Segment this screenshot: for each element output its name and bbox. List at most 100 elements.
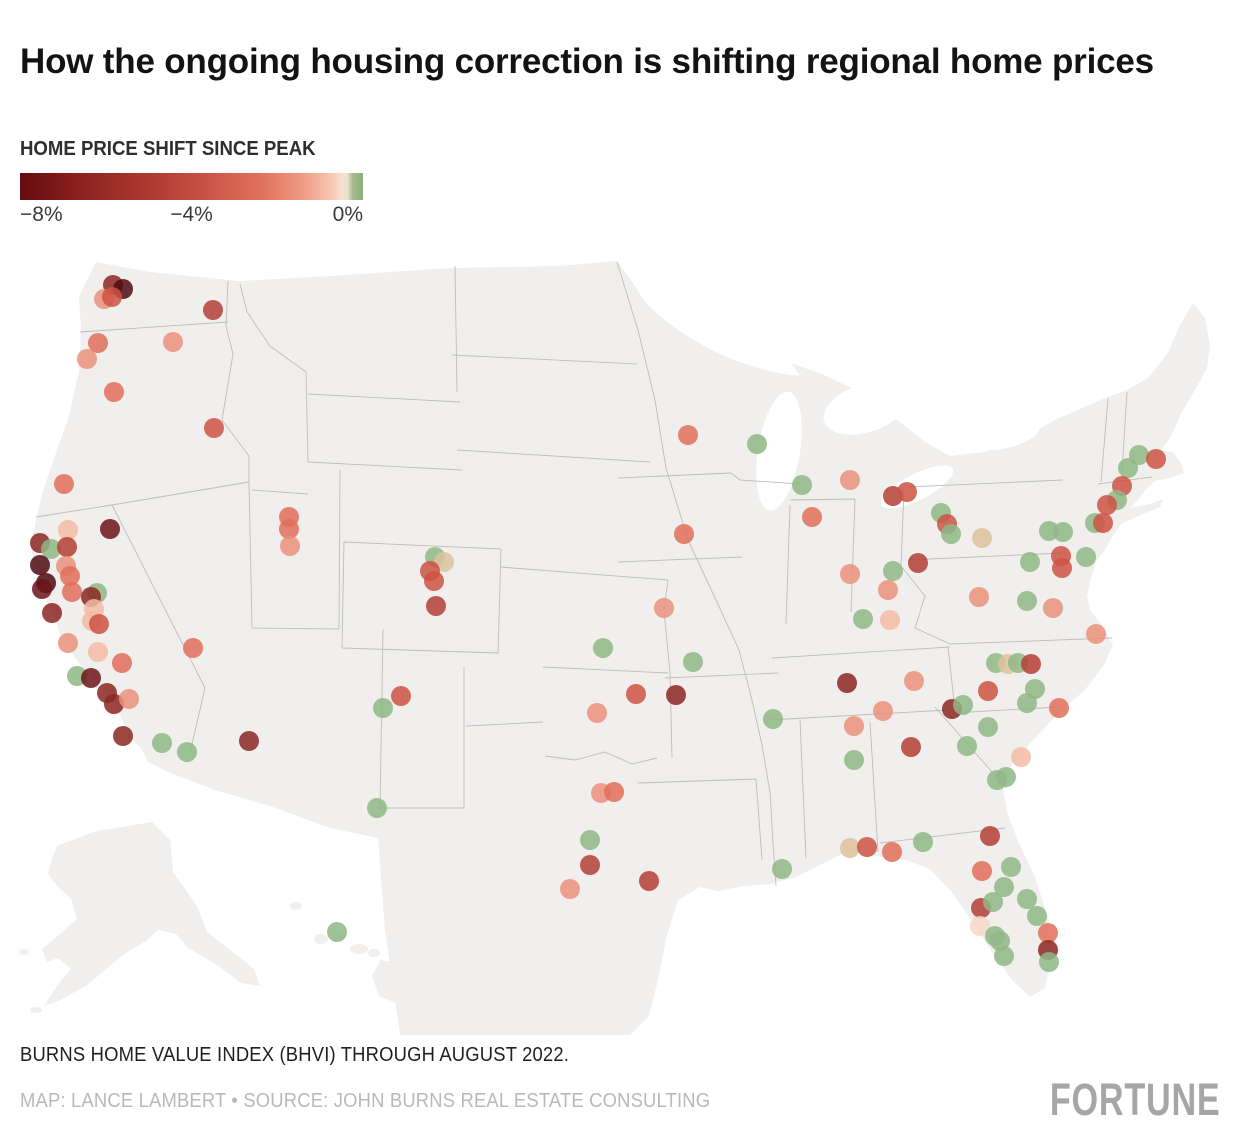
city-dot xyxy=(882,842,902,862)
city-dot xyxy=(152,733,172,753)
city-dot xyxy=(580,855,600,875)
city-dot xyxy=(904,671,924,691)
color-legend: HOME PRICE SHIFT SINCE PEAK −8% −4% 0% xyxy=(20,138,363,229)
city-dot xyxy=(994,946,1014,966)
city-dot xyxy=(908,553,928,573)
lake-michigan xyxy=(756,391,802,511)
city-dot xyxy=(840,838,860,858)
city-dot xyxy=(901,737,921,757)
legend-tick-min: −8% xyxy=(20,203,63,226)
city-dot xyxy=(969,587,989,607)
city-dot xyxy=(102,287,122,307)
city-dot xyxy=(1093,513,1113,533)
city-dot xyxy=(1017,693,1037,713)
city-dot xyxy=(1021,654,1041,674)
city-dot xyxy=(1017,889,1037,909)
city-dot xyxy=(1011,747,1031,767)
city-dot xyxy=(426,596,446,616)
city-dot xyxy=(60,566,80,586)
city-dot xyxy=(1076,547,1096,567)
city-dot xyxy=(1043,598,1063,618)
city-dot xyxy=(183,638,203,658)
lake-ontario xyxy=(972,421,1040,451)
city-dot xyxy=(972,861,992,881)
city-dot xyxy=(1038,923,1058,943)
city-dot xyxy=(30,555,50,575)
city-dot xyxy=(840,564,860,584)
city-dot xyxy=(873,701,893,721)
city-dot xyxy=(580,830,600,850)
city-dot xyxy=(239,731,259,751)
city-dot xyxy=(639,871,659,891)
city-dot xyxy=(913,832,933,852)
city-dot xyxy=(844,750,864,770)
city-dot xyxy=(772,859,792,879)
city-dot xyxy=(81,668,101,688)
lake-superior xyxy=(630,270,800,376)
city-dot xyxy=(373,698,393,718)
city-dot xyxy=(1118,458,1138,478)
city-dot xyxy=(1039,952,1059,972)
city-dot xyxy=(119,689,139,709)
city-dot xyxy=(112,653,132,673)
mexico-mainland xyxy=(378,812,649,1035)
city-dot xyxy=(990,931,1010,951)
lower48-silhouette xyxy=(31,261,1210,1016)
state-borders xyxy=(35,261,1153,887)
city-dot xyxy=(203,300,223,320)
city-dot xyxy=(32,579,52,599)
city-dot xyxy=(1053,522,1073,542)
city-dot xyxy=(978,717,998,737)
city-dot xyxy=(204,418,224,438)
mexico-landmass xyxy=(141,748,381,838)
city-dot xyxy=(88,642,108,662)
city-dot xyxy=(88,333,108,353)
city-dot xyxy=(683,652,703,672)
aleutian-island xyxy=(19,949,29,955)
city-dot xyxy=(747,434,767,454)
city-dot xyxy=(978,681,998,701)
legend-gradient-bar xyxy=(20,173,363,200)
lake-huron xyxy=(823,381,909,435)
city-dot xyxy=(972,528,992,548)
city-dot xyxy=(953,695,973,715)
city-dot xyxy=(1097,495,1117,515)
city-dot xyxy=(674,524,694,544)
city-dot xyxy=(57,537,77,557)
city-dot xyxy=(1086,624,1106,644)
city-dots-layer xyxy=(30,275,1166,972)
city-dot xyxy=(593,638,613,658)
city-dot xyxy=(994,877,1014,897)
city-dot xyxy=(941,524,961,544)
city-dot xyxy=(792,475,812,495)
legend-label: HOME PRICE SHIFT SINCE PEAK xyxy=(20,138,316,160)
city-dot xyxy=(279,519,299,539)
city-dot xyxy=(1001,857,1021,877)
city-dot xyxy=(163,332,183,352)
city-dot xyxy=(54,474,74,494)
aleutian-island xyxy=(30,1007,42,1013)
city-dot xyxy=(878,580,898,600)
city-dot xyxy=(327,922,347,942)
city-dot xyxy=(41,539,61,559)
city-dot xyxy=(100,519,120,539)
city-dot xyxy=(89,614,109,634)
city-dot xyxy=(996,767,1016,787)
city-dot xyxy=(853,609,873,629)
city-dot xyxy=(1020,552,1040,572)
city-dot xyxy=(1146,449,1166,469)
city-dot xyxy=(587,703,607,723)
footer-credit: MAP: LANCE LAMBERT • SOURCE: JOHN BURNS … xyxy=(20,1090,711,1112)
city-dot xyxy=(62,582,82,602)
city-dot xyxy=(983,892,1003,912)
alaska-silhouette xyxy=(42,822,260,1006)
city-dot xyxy=(880,610,900,630)
legend-tick-max: 0% xyxy=(332,203,363,226)
page-title: How the ongoing housing correction is sh… xyxy=(20,42,1154,82)
city-dot xyxy=(560,879,580,899)
city-dot xyxy=(897,482,917,502)
city-dot xyxy=(58,633,78,653)
city-dot xyxy=(678,425,698,445)
city-dot xyxy=(1052,558,1072,578)
city-dot xyxy=(970,916,990,936)
